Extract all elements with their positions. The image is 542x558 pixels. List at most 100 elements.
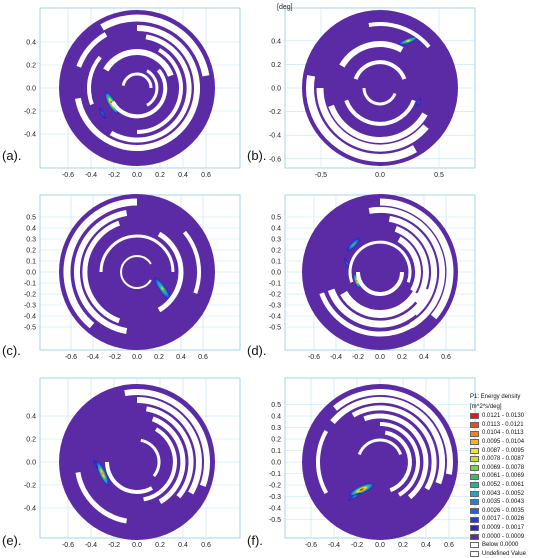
undefined-arc [76,32,108,68]
undefined-arc [384,430,412,493]
panel-label: (b). [247,148,267,163]
y-tick-label: -0.2 [24,483,36,490]
energy-contour [161,287,164,290]
legend-entry: 0.0035 - 0.0043 [470,498,542,507]
undefined-arc [120,255,152,289]
y-tick-label: 0.0 [271,86,281,93]
undefined-arc [109,34,192,143]
undefined-arc [319,292,436,337]
x-tick-label: 0.2 [397,354,407,361]
y-tick-label: -0.3 [24,303,36,310]
undefined-arc [330,396,446,485]
energy-contour [407,39,410,42]
panel-label: (e). [2,533,22,548]
legend-label: 0.0017 - 0.0026 [482,516,525,523]
legend-entry: Undefined Value [470,550,542,558]
undefined-arc [111,68,168,119]
legend-swatch [470,499,479,506]
legend-label: 0.0078 - 0.0087 [482,456,525,463]
x-tick-label: -0.4 [328,542,340,549]
energy-peak [346,237,361,252]
y-tick-label: -0.5 [269,325,281,332]
undefined-arc [394,225,429,304]
legend-swatch [470,525,479,532]
x-tick-label: -0.4 [87,354,99,361]
x-tick-label: 0.6 [441,354,451,361]
x-tick-label: -0.2 [109,354,121,361]
y-tick-label: -0.2 [269,292,281,299]
y-tick-label: 0.3 [271,237,281,244]
energy-contour [356,279,358,282]
energy-peak [93,459,99,469]
undefined-arc [182,230,202,294]
energy-contour [352,243,355,246]
y-tick-label: -0.4 [24,506,36,513]
y-tick-label: 0.5 [26,215,36,222]
x-tick-label: -0.2 [108,542,120,549]
legend-entry: 0.0043 - 0.0052 [470,490,542,499]
undefined-arc [82,220,121,324]
legend-entry: 0.0087 - 0.0095 [470,447,542,456]
y-tick-label: 0.4 [271,226,281,233]
y-tick-label: 0.5 [271,215,281,222]
energy-contour [353,495,356,498]
legend: P1: Energy density [m^2*s/deg] 0.0121 - … [470,393,542,558]
undefined-arc [74,25,200,151]
x-tick-label: 0.0 [375,172,385,179]
undefined-arc [340,290,420,318]
legend-entries: 0.0121 - 0.0130 0.0113 - 0.0121 0.0104 - 0… [470,412,542,558]
y-tick-label: 0.3 [271,425,281,432]
spectrum-panel: -0.6 -0.4 -0.2 0.0 0.2 0.4 0.6 0.4 0.2 0.0 -0.2 -0.… [2,7,241,179]
x-tick-label: 0.2 [398,542,408,549]
y-tick-label: 0.0 [271,270,281,277]
legend-swatch [470,439,479,446]
undefined-arc [333,389,453,475]
y-tick-label: -0.4 [24,314,36,321]
energy-contour [94,462,97,466]
legend-entry: 0.0000 - 0.0009 [470,533,542,542]
legend-label: Below 0.0000 [482,542,519,549]
y-tick-label: 0.2 [26,63,36,70]
x-tick-label: 0.0 [132,542,142,549]
x-tick-label: 0.0 [132,354,142,361]
undefined-arc [99,234,175,273]
undefined-arc [351,405,437,491]
y-tick-label: -0.5 [24,325,36,332]
y-tick-label: 0.4 [26,40,36,47]
legend-label: 0.0000 - 0.0009 [482,533,525,540]
energy-peak [416,97,422,107]
y-tick-label: 0.2 [26,437,36,444]
x-tick-label: -0.4 [85,542,97,549]
energy-contour [360,488,363,491]
y-tick-label: -0.4 [24,132,36,139]
energy-peak [353,273,361,289]
x-tick-label: -0.5 [315,172,327,179]
y-tick-label: 0.0 [26,270,36,277]
spectrum-disk [59,10,215,166]
legend-swatch [470,508,479,515]
legend-unit: [m^2*s/deg] [470,403,502,410]
spectrum-panel: -0.6 -0.4 -0.2 0.0 0.2 0.4 0.6 0.4 0.2 0.0 -0.2 -0.… [2,377,241,549]
x-tick-label: 0.6 [198,354,208,361]
undefined-arc [344,99,416,126]
undefined-arc [357,438,403,456]
energy-peak [398,36,419,46]
spectrum-disk [302,10,458,166]
undefined-arc [75,471,128,524]
y-tick-label: 0.4 [271,414,281,421]
legend-entry: 0.0104 - 0.0113 [470,429,542,438]
undefined-arc [363,413,429,500]
y-tick-label: -0.5 [269,517,281,524]
legend-swatch [470,490,479,497]
x-tick-label: 0.2 [154,354,164,361]
x-tick-label: -0.6 [65,354,77,361]
x-tick-label: -0.2 [351,542,363,549]
y-tick-label: -0.1 [24,281,36,288]
legend-label: 0.0113 - 0.0121 [482,421,524,428]
x-tick-label: 0.0 [132,172,142,179]
energy-peak [95,460,110,487]
panel-label: (c). [2,343,21,358]
y-tick-label: 0.3 [26,237,36,244]
energy-contour [101,472,104,475]
y-tick-label: 0.4 [271,38,281,45]
